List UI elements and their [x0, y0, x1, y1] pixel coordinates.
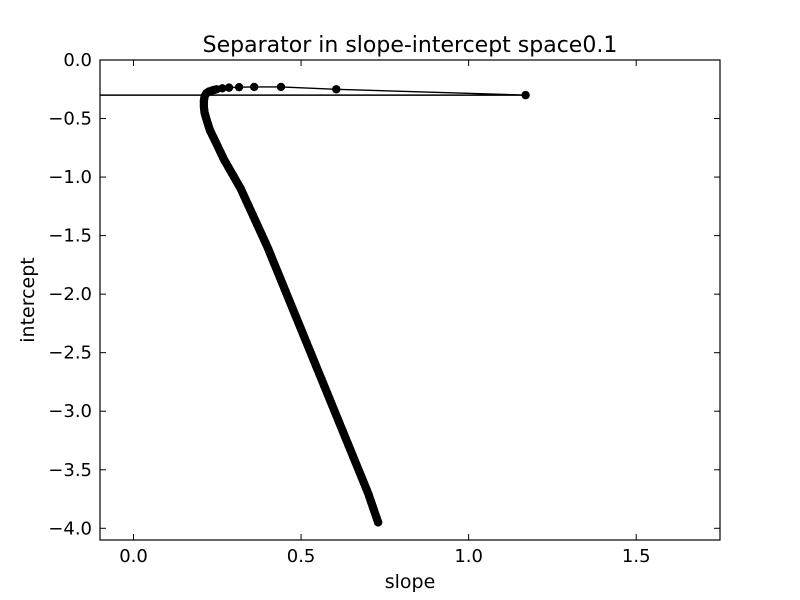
y-tick-label: −0.5	[48, 109, 92, 130]
y-axis-label: intercept	[17, 257, 39, 343]
y-tick-label: −2.0	[48, 284, 92, 305]
y-tick-label: −1.0	[48, 167, 92, 188]
chart-title: Separator in slope-intercept space0.1	[203, 33, 618, 58]
y-tick-label: −3.0	[48, 401, 92, 422]
data-point	[521, 90, 530, 100]
data-point	[276, 82, 286, 92]
axes-frame	[99, 59, 721, 541]
x-tick-label: 1.5	[622, 546, 651, 567]
y-tick-label: −4.0	[48, 518, 92, 539]
y-tick-label: −2.5	[48, 343, 92, 364]
data-point	[373, 516, 382, 525]
x-tick-label: 0.0	[119, 546, 148, 567]
x-tick-label: 1.0	[454, 546, 483, 567]
data-point	[234, 82, 244, 92]
y-tick-label: −1.5	[48, 226, 92, 247]
y-tick-label: −3.5	[48, 460, 92, 481]
data-point	[249, 82, 259, 92]
plot-area: 0.0 0.5 1.0 1.5 0.0 −0.5 −1.0 −1.5 −2.0 −2.5 −3.0 −…	[48, 50, 721, 567]
x-tick-label: 0.5	[287, 546, 316, 567]
y-tick-label: 0.0	[63, 50, 92, 71]
data-point	[332, 85, 341, 94]
x-axis-label: slope	[385, 571, 436, 593]
data-point	[224, 83, 234, 92]
